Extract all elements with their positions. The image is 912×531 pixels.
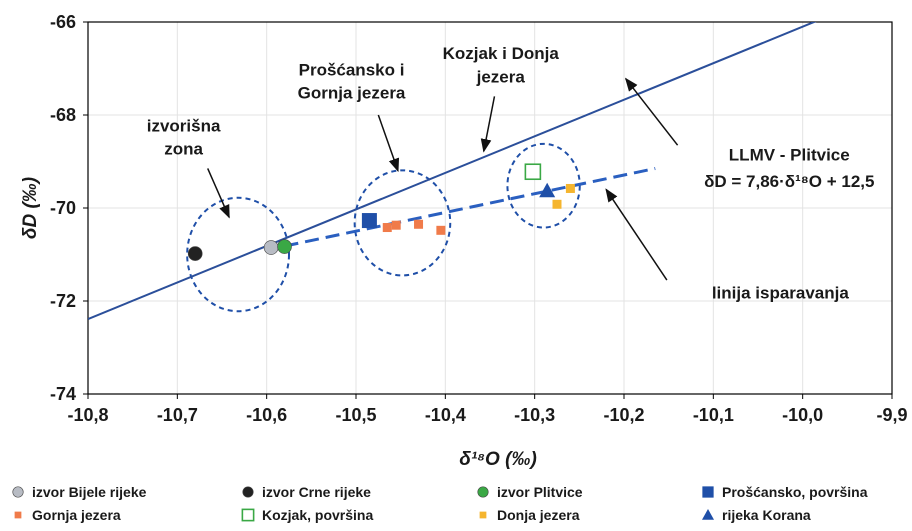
legend-label: rijeka Korana [722, 507, 811, 523]
point-gornja-jezera [414, 219, 424, 229]
x-axis-ticks: -10,8 -10,7 -10,6 -10,5 -10,4 -10,3 -10,2 -10,1… [67, 394, 908, 425]
x-tick-label: -10,2 [603, 405, 644, 425]
annotation-label: jezera [476, 67, 526, 86]
legend-marker-izvor-crne-rijeke [242, 486, 254, 498]
legend-item-gornja-jezera: Gornja jezera [14, 507, 121, 523]
group-circle [186, 196, 290, 313]
x-tick-label: -10,0 [782, 405, 823, 425]
legend-label: Gornja jezera [32, 507, 121, 523]
legend-item-proscansko-povrsina: Prošćansko, površina [702, 484, 868, 500]
x-tick-label: -10,8 [67, 405, 108, 425]
y-tick-label: -72 [50, 291, 76, 311]
linija-isparavanja-line [284, 167, 656, 248]
x-tick-label: -10,1 [693, 405, 734, 425]
annotation-label: linija isparavanja [712, 284, 850, 303]
annotation-arrow [377, 114, 400, 173]
legend-marker-gornja-jezera [14, 511, 22, 519]
legend-item-kozjak-povrsina: Kozjak, površina [241, 507, 373, 523]
trend-lines [88, 22, 817, 320]
legend-label: izvor Bijele rijeke [32, 484, 147, 500]
y-axis-ticks: -74 -72 -70 -68 -66 [50, 12, 88, 404]
legend-label: Prošćansko, površina [722, 484, 868, 500]
legend-item-izvor-plitvice: izvor Plitvice [477, 484, 583, 500]
annotation-label: LLMV - Plitvice [729, 146, 850, 165]
legend-label: Kozjak, površina [262, 507, 373, 523]
y-tick-label: -68 [50, 105, 76, 125]
point-izvor-plitvice [277, 239, 292, 254]
point-gornja-jezera [391, 220, 401, 230]
annotations: izvorišna zona Prošćansko i Gornja jezera Ko… [147, 44, 875, 302]
point-donja-jezera [565, 183, 575, 193]
x-tick-label: -9,9 [876, 405, 907, 425]
group-circle [353, 169, 452, 277]
data-points [187, 163, 575, 261]
legend-item-rijeka-korana: rijeka Korana [702, 507, 811, 523]
point-gornja-jezera [436, 225, 446, 235]
legend-item-izvor-crne-rijeke: izvor Crne rijeke [242, 484, 371, 500]
point-izvor-bijele-rijeke [263, 240, 279, 255]
point-rijeka-korana [539, 182, 556, 198]
llmv-plitvice-line [88, 22, 817, 320]
x-tick-label: -10,5 [335, 405, 376, 425]
annotation-label: Prošćansko i [299, 60, 405, 79]
point-proscansko-povrsina [361, 213, 377, 229]
legend-marker-izvor-bijele-rijeke [12, 486, 24, 498]
legend-label: izvor Plitvice [497, 484, 583, 500]
annotation-label: Kozjak i Donja [443, 44, 560, 63]
point-izvor-crne-rijeke [187, 246, 203, 261]
y-tick-label: -66 [50, 12, 76, 32]
annotation-label: Gornja jezera [298, 84, 406, 103]
legend-marker-proscansko-povrsina [702, 486, 714, 498]
point-donja-jezera [552, 199, 562, 209]
x-tick-label: -10,3 [514, 405, 555, 425]
legend-item-izvor-bijele-rijeke: izvor Bijele rijeke [12, 484, 147, 500]
legend-marker-kozjak-povrsina [241, 508, 255, 522]
legend-label: Donja jezera [497, 507, 580, 523]
legend-marker-donja-jezera [479, 511, 487, 519]
legend-marker-rijeka-korana [702, 509, 714, 520]
y-tick-label: -74 [50, 384, 76, 404]
y-axis-title: δD (‰) [20, 177, 41, 239]
legend: izvor Bijele rijeke izvor Crne rijeke izvo… [12, 484, 868, 523]
x-tick-label: -10,7 [157, 405, 198, 425]
annotation-arrow [624, 77, 679, 146]
annotation-label: δD = 7,86·δ¹⁸O + 12,5 [704, 172, 874, 191]
x-tick-label: -10,6 [246, 405, 287, 425]
legend-item-donja-jezera: Donja jezera [479, 507, 580, 523]
point-kozjak-povrsina [524, 163, 542, 181]
point-gornja-jezera [382, 223, 392, 233]
x-axis-title: δ¹⁸O (‰) [459, 449, 537, 470]
legend-label: izvor Crne rijeke [262, 484, 371, 500]
y-tick-label: -70 [50, 198, 76, 218]
annotation-label: zona [164, 140, 203, 159]
annotation-arrow [605, 188, 668, 281]
annotation-label: izvorišna [147, 116, 221, 135]
annotation-arrow [480, 96, 496, 153]
legend-marker-izvor-plitvice [477, 486, 489, 498]
annotation-arrow [207, 168, 230, 219]
x-tick-label: -10,4 [425, 405, 466, 425]
